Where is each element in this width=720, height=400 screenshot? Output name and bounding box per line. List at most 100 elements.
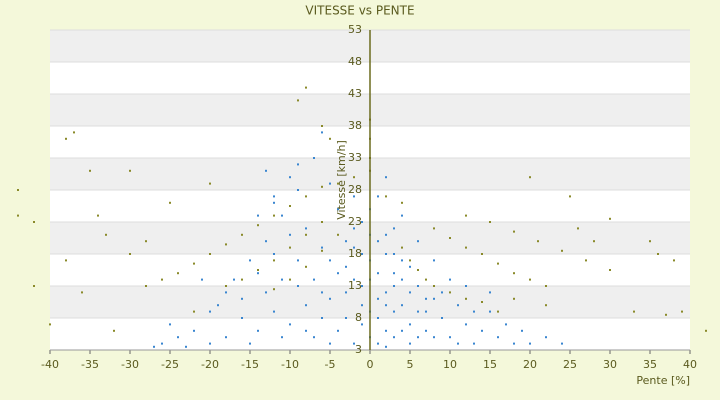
point — [433, 227, 435, 230]
point — [305, 304, 307, 307]
point — [433, 259, 435, 262]
point — [473, 342, 475, 345]
point — [313, 278, 315, 281]
x-tick-label: -5 — [325, 358, 336, 371]
point — [513, 297, 515, 300]
point — [401, 278, 403, 281]
point — [265, 240, 267, 243]
point — [337, 233, 339, 236]
point — [329, 297, 331, 300]
point — [377, 342, 379, 345]
point — [105, 233, 107, 236]
point — [345, 317, 347, 319]
point — [361, 253, 363, 255]
point — [513, 230, 515, 233]
point — [489, 291, 491, 294]
point — [417, 269, 419, 271]
point — [169, 201, 171, 204]
point — [97, 214, 99, 217]
point — [673, 259, 675, 262]
point — [489, 221, 491, 223]
point — [65, 137, 67, 140]
point — [393, 285, 395, 287]
point — [425, 297, 427, 300]
y-axis-label: Vitesse [km/h] — [335, 140, 348, 220]
point — [321, 185, 323, 188]
y-tick-label: 43 — [348, 87, 362, 100]
point — [385, 304, 387, 307]
point — [161, 278, 163, 281]
point — [73, 131, 75, 134]
point — [353, 278, 355, 281]
point — [665, 313, 667, 316]
point — [129, 169, 131, 172]
point — [177, 336, 179, 339]
point — [593, 240, 595, 243]
point — [289, 246, 291, 249]
point — [17, 214, 19, 217]
point — [545, 304, 547, 307]
point — [409, 259, 411, 262]
x-tick-label: -40 — [41, 358, 59, 371]
point — [209, 182, 211, 185]
point — [441, 291, 443, 294]
point — [257, 272, 259, 275]
point — [209, 253, 211, 255]
point — [289, 233, 291, 236]
point — [457, 342, 459, 345]
point — [337, 329, 339, 332]
point — [537, 240, 539, 243]
point — [385, 195, 387, 198]
point — [289, 323, 291, 326]
point — [201, 278, 203, 281]
point — [529, 176, 531, 179]
point — [257, 329, 259, 332]
point — [297, 259, 299, 262]
point — [257, 214, 259, 217]
x-tick-label: -15 — [241, 358, 259, 371]
point — [393, 310, 395, 313]
point — [241, 317, 243, 319]
point — [545, 336, 547, 339]
point — [81, 291, 83, 294]
y-tick-label: 28 — [348, 183, 362, 196]
point — [345, 265, 347, 268]
point — [281, 336, 283, 339]
point — [409, 291, 411, 294]
point — [297, 285, 299, 287]
point — [321, 317, 323, 319]
point — [473, 310, 475, 313]
point — [433, 336, 435, 339]
point — [297, 189, 299, 191]
point — [497, 262, 499, 265]
x-tick-label: 25 — [563, 358, 577, 371]
point — [33, 285, 35, 287]
point — [385, 253, 387, 255]
point — [409, 323, 411, 326]
point — [153, 345, 155, 348]
point — [249, 259, 251, 262]
y-tick-label: 18 — [348, 247, 362, 260]
point — [353, 227, 355, 230]
point — [465, 214, 467, 217]
point — [353, 342, 355, 345]
point — [465, 323, 467, 326]
point — [241, 297, 243, 300]
point — [377, 317, 379, 319]
point — [401, 246, 403, 249]
point — [249, 342, 251, 345]
point — [481, 253, 483, 255]
point — [321, 221, 323, 223]
point — [409, 342, 411, 345]
point — [217, 304, 219, 307]
point — [129, 253, 131, 255]
point — [225, 243, 227, 246]
point — [409, 265, 411, 268]
point — [401, 214, 403, 217]
point — [577, 227, 579, 230]
point — [329, 342, 331, 345]
point — [161, 342, 163, 345]
point — [681, 310, 683, 313]
point — [321, 291, 323, 294]
x-tick-label: 15 — [483, 358, 497, 371]
